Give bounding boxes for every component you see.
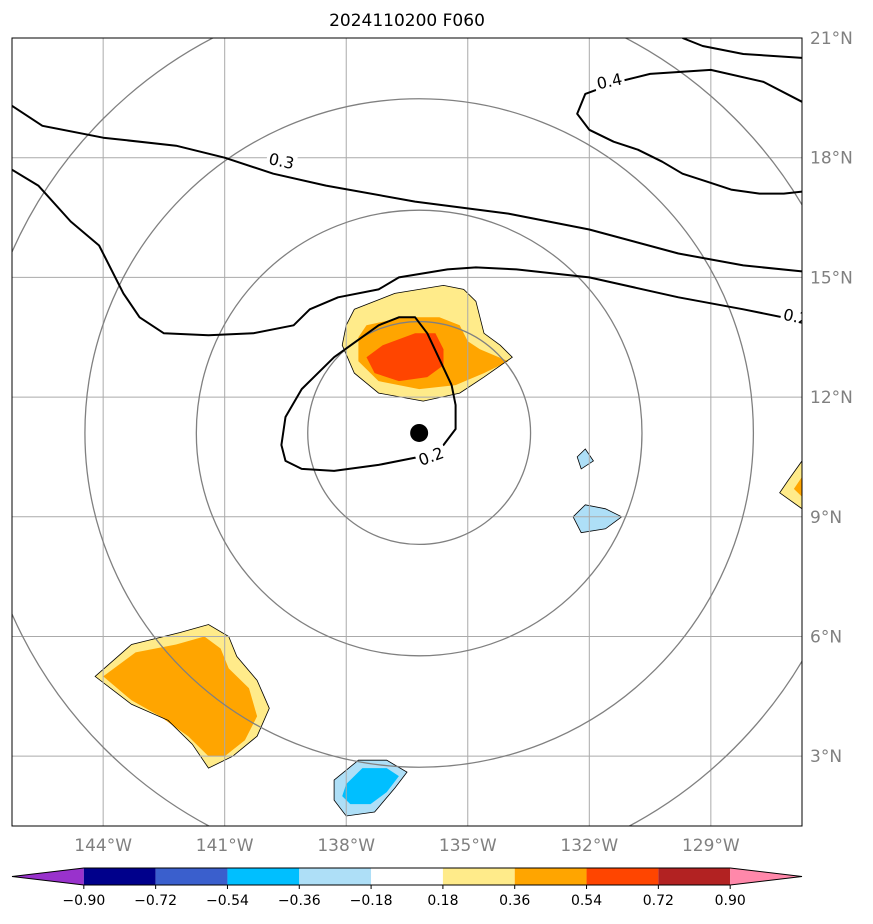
- lat-tick-label: 18°N: [810, 149, 853, 169]
- filled-region: [793, 476, 802, 497]
- filled-region: [577, 449, 594, 469]
- contour-label: 0.4: [595, 69, 624, 93]
- lat-tick-label: 12°N: [810, 388, 853, 408]
- lat-tick-label: 3°N: [810, 747, 842, 767]
- lon-tick-label: 144°W: [74, 836, 132, 856]
- lon-tick-label: 132°W: [560, 836, 618, 856]
- contour-line: [576, 68, 802, 195]
- colorbar-tick-label: −0.90: [62, 893, 105, 909]
- contour-line: [280, 316, 457, 472]
- filled-region: [366, 333, 444, 382]
- gridlines: [12, 38, 802, 826]
- lon-tick-label: 138°W: [317, 836, 375, 856]
- colorbar-tick-label: −0.36: [278, 893, 321, 909]
- range-rings: [12, 38, 802, 826]
- colorbar-cell: [658, 868, 731, 885]
- region-outline: [576, 448, 594, 470]
- storm-center-marker: [410, 423, 429, 442]
- lat-tick-label: 6°N: [810, 627, 842, 647]
- colorbar-cell: [371, 868, 443, 885]
- contour-labels: 0.20.30.40.2: [265, 68, 811, 470]
- colorbar-cell: [586, 868, 659, 885]
- range-ring: [84, 98, 755, 768]
- contour-lines: [12, 38, 802, 472]
- colorbar-cell: [155, 868, 228, 885]
- plot-area: 0.20.30.40.2: [12, 38, 811, 826]
- colorbar-tick-label: −0.72: [134, 893, 177, 909]
- region-outline: [333, 759, 408, 817]
- colorbar-cell: [83, 868, 156, 885]
- contour-label-bg: [779, 304, 802, 329]
- colorbar-tick-label: 0.72: [643, 893, 674, 909]
- colorbar: −0.90 −0.72 −0.54 −0.36 −0.18 0.18 0.36 0.54 0.7…: [11, 867, 803, 909]
- colorbar-cell: [227, 868, 300, 885]
- colorbar-tick-label: 0.36: [499, 893, 530, 909]
- contour-label: 0.2: [782, 305, 811, 329]
- map-frame: [11, 37, 803, 827]
- lon-tick-label: 135°W: [439, 836, 497, 856]
- lon-tick-label: 129°W: [682, 836, 740, 856]
- lat-tick-label: 15°N: [810, 268, 853, 288]
- contour-label-bg: [592, 68, 626, 93]
- filled-region: [103, 636, 258, 757]
- contour-label-bg: [265, 148, 299, 173]
- colorbar-cell: [514, 868, 587, 885]
- lat-tick-label: 21°N: [810, 29, 853, 49]
- region-outline: [341, 284, 513, 402]
- lon-tick-label: 141°W: [196, 836, 254, 856]
- filled-contours: [94, 284, 802, 817]
- contour-line: [12, 104, 802, 273]
- contour-line: [682, 38, 802, 59]
- longitude-ticks: 144°W 141°W 138°W 135°W 132°W 129°W: [74, 836, 740, 856]
- colorbar-tick-label: −0.54: [206, 893, 249, 909]
- colorbar-tick-label: 0.54: [571, 893, 602, 909]
- lat-tick-label: 9°N: [810, 508, 842, 528]
- colorbar-cell: [12, 868, 84, 885]
- filled-region: [573, 504, 622, 533]
- contour-line: [12, 168, 802, 337]
- range-ring: [195, 209, 643, 657]
- range-ring: [12, 38, 802, 826]
- colorbar-cell: [299, 868, 372, 885]
- region-outline: [779, 460, 802, 510]
- region-outline: [94, 624, 270, 769]
- filled-region: [779, 460, 802, 509]
- latitude-ticks: 21°N 18°N 15°N 12°N 9°N 6°N 3°N: [810, 29, 853, 767]
- colorbar-tick-label: −0.18: [350, 893, 393, 909]
- contour-label-bg: [413, 442, 449, 470]
- colorbar-tick-label: 0.18: [427, 893, 458, 909]
- chart-title: 2024110200 F060: [329, 11, 485, 31]
- colorbar-cell: [442, 868, 515, 885]
- colorbar-cell: [730, 868, 802, 885]
- contour-label: 0.3: [267, 149, 296, 173]
- colorbar-tick-label: 0.90: [715, 893, 746, 909]
- filled-region: [342, 768, 399, 805]
